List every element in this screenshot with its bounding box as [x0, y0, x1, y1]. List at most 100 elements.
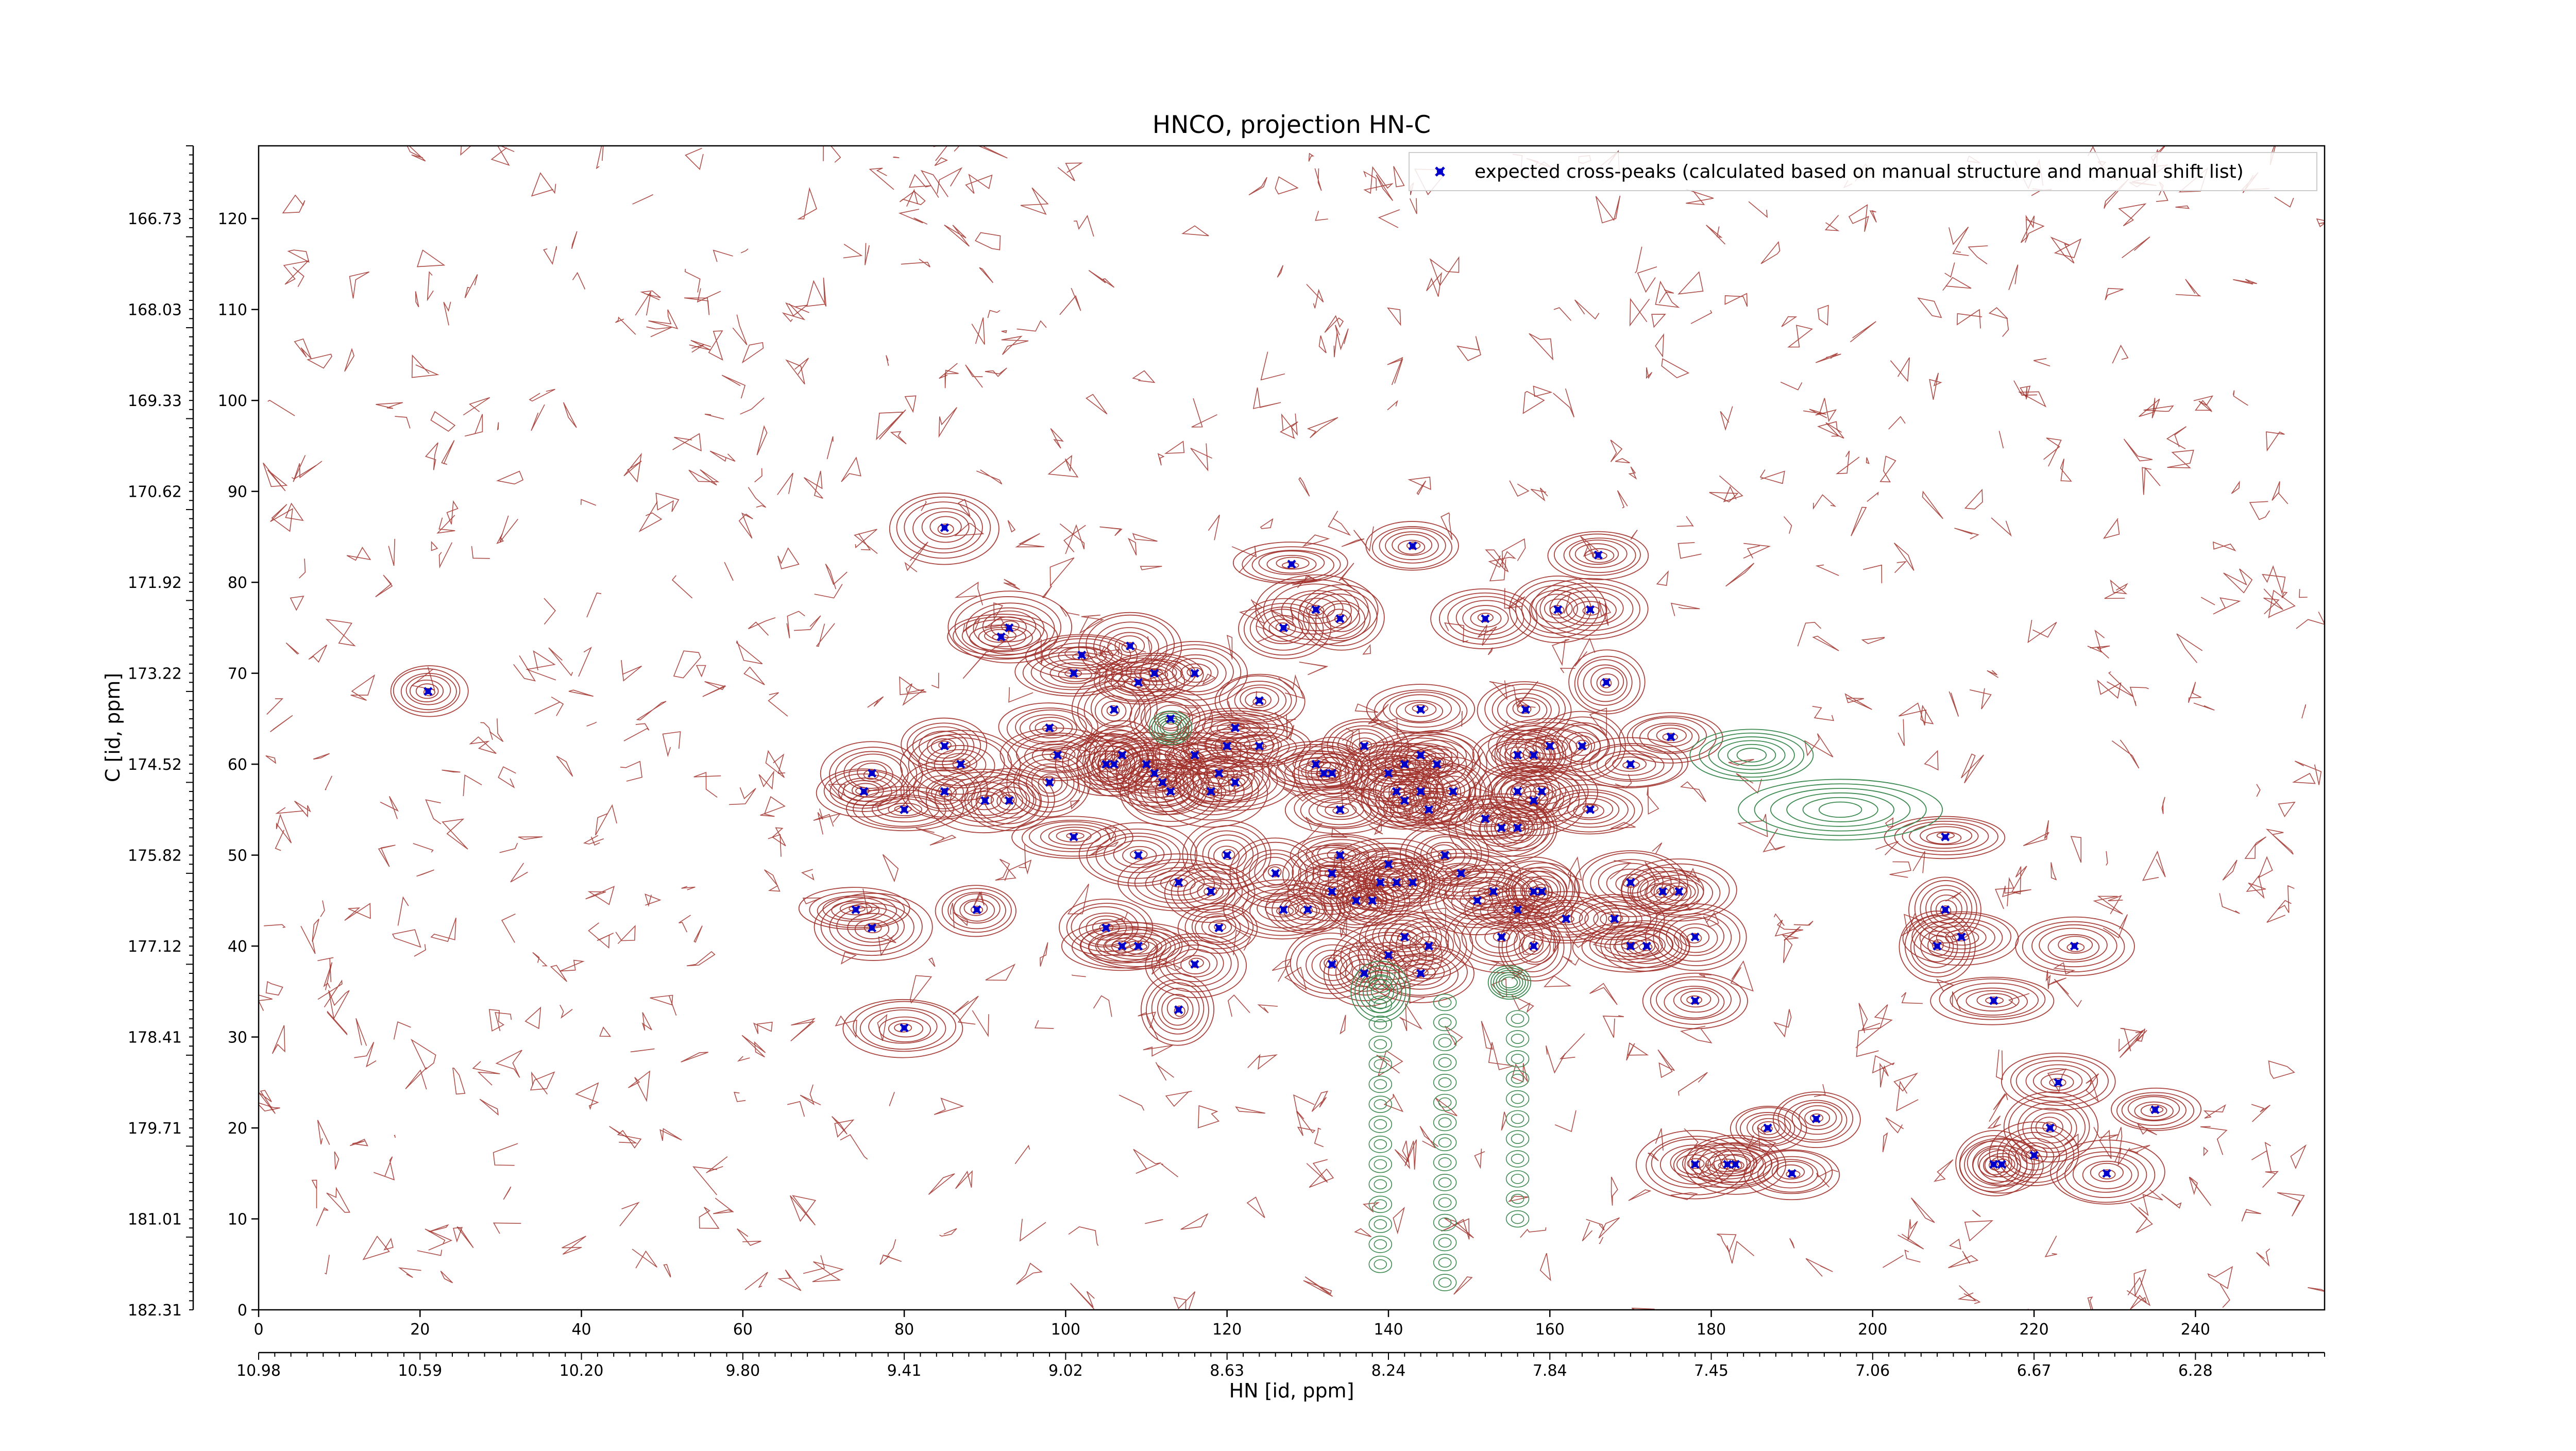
- peak-contour: [1256, 609, 1310, 645]
- noise-contour: [1562, 956, 1580, 966]
- negative-streak: [1433, 1193, 1457, 1211]
- noise-contour: [2020, 385, 2031, 400]
- noise-contour: [265, 981, 283, 996]
- cross-peak-marker: [996, 632, 1006, 642]
- peak-contour: [1532, 738, 1568, 755]
- negative-streak: [1433, 1073, 1457, 1091]
- peak-contour: [1208, 919, 1232, 935]
- noise-contour: [1677, 271, 1704, 295]
- peak-contour: [838, 778, 892, 806]
- peak-contour: [934, 749, 987, 781]
- negative-streak: [1368, 1116, 1393, 1133]
- peak-contour: [1134, 663, 1177, 682]
- peak-contour: [1972, 1145, 2033, 1186]
- cross-peak-marker-dot: [1724, 1161, 1731, 1168]
- peak-contour: [1244, 738, 1275, 752]
- noise-contour: [411, 354, 439, 378]
- cross-peak-marker: [423, 687, 433, 696]
- peak-contour: [961, 619, 1041, 652]
- y2-tick-label: 177.12: [128, 938, 182, 956]
- noise-contour: [965, 364, 983, 388]
- noise-contour: [2093, 896, 2123, 915]
- cross-peak-marker-dot: [1482, 616, 1488, 622]
- cross-peak-marker-dot: [1135, 943, 1141, 949]
- noise-contour: [1522, 391, 1545, 414]
- cross-peak-marker: [972, 905, 981, 915]
- cross-peak-marker: [1416, 705, 1426, 714]
- peak-contour: [1201, 766, 1270, 801]
- noise-contour: [887, 1239, 896, 1256]
- cross-peak-marker: [940, 787, 949, 796]
- noise-contour: [2263, 588, 2283, 615]
- noise-contour: [1781, 316, 1798, 327]
- peak-contour: [1484, 927, 1518, 948]
- cross-peak-marker: [1190, 750, 1199, 760]
- cross-peak-marker: [1529, 796, 1538, 805]
- peak-contour: [1486, 739, 1552, 774]
- cross-peak-marker-dot: [1216, 925, 1222, 931]
- noise-contour: [293, 455, 323, 482]
- noise-contour: [2099, 1129, 2112, 1159]
- noise-contour: [1014, 1144, 1030, 1165]
- peak-contour: [1210, 719, 1261, 738]
- noise-contour: [2097, 679, 2122, 699]
- noise-contour: [1042, 585, 1053, 598]
- peak-contour: [1139, 668, 1168, 682]
- cross-peak-marker: [1586, 605, 1595, 614]
- cross-peak-marker: [1416, 787, 1426, 796]
- peak-contour: [1420, 836, 1472, 873]
- peak-contour: [1442, 780, 1465, 801]
- cross-peak-marker-dot: [1071, 834, 1077, 840]
- cross-peak-marker-dot: [1337, 616, 1343, 622]
- negative-streak: [1374, 1199, 1387, 1210]
- cross-peak-marker: [1562, 914, 1571, 923]
- noise-contour: [1161, 1163, 1178, 1177]
- peak-contour: [1155, 757, 1268, 828]
- peak-contour: [409, 679, 444, 702]
- noise-contour: [1341, 538, 1365, 547]
- peak-contour: [1509, 576, 1607, 644]
- noise-contour: [1814, 1084, 1826, 1097]
- cross-peak-marker-dot: [1394, 880, 1400, 885]
- x2-tick-label: 9.41: [887, 1362, 922, 1380]
- noise-contour: [890, 431, 907, 445]
- peak-contour: [921, 511, 970, 543]
- noise-contour: [1869, 210, 1877, 223]
- peak-contour: [1031, 767, 1068, 797]
- peak-contour: [1182, 719, 1274, 772]
- noise-contour: [741, 342, 764, 364]
- negative-streak: [1511, 1213, 1524, 1224]
- noise-contour: [431, 541, 438, 551]
- noise-contour: [689, 340, 711, 351]
- noise-contour: [2268, 1060, 2295, 1079]
- noise-contour: [1628, 1189, 1652, 1201]
- cross-peak-marker: [1941, 905, 1950, 915]
- peak-contour: [931, 784, 957, 802]
- peak-contour: [1384, 730, 1487, 799]
- noise-contour: [817, 808, 824, 835]
- cross-peak-marker: [1529, 941, 1538, 951]
- cross-peak-marker: [1005, 623, 1014, 632]
- cross-peak-marker-dot: [1498, 825, 1504, 831]
- negative-streak: [1368, 1055, 1393, 1073]
- peak-contour: [1217, 774, 1253, 792]
- cross-peak-marker: [1537, 887, 1547, 896]
- noise-contour: [1773, 1009, 1792, 1038]
- noise-contour: [1896, 1080, 1919, 1111]
- peak-contour: [1482, 767, 1587, 836]
- peak-contour: [1743, 1149, 1840, 1201]
- noise-contour: [2002, 318, 2009, 337]
- negative-streak: [1505, 1070, 1530, 1088]
- peak-contour: [2017, 1102, 2086, 1153]
- noise-contour: [2106, 851, 2108, 866]
- noise-contour: [732, 314, 748, 345]
- noise-contour: [1962, 1251, 1971, 1264]
- noise-contour: [1047, 454, 1079, 478]
- cross-peak-marker-dot: [1192, 752, 1198, 758]
- noise-contour: [489, 718, 504, 743]
- peak-contour: [1151, 982, 1205, 1035]
- noise-contour: [430, 917, 456, 942]
- negative-contour: [1718, 740, 1786, 770]
- peak-contour: [2111, 1087, 2202, 1131]
